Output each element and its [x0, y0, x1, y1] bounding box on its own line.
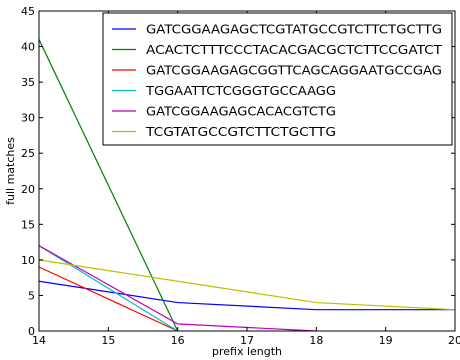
- series-layer: [38, 39, 456, 332]
- series-line-4: [38, 245, 178, 332]
- legend-entry: TCGTATGCCGTCTTCTGCTTG: [145, 124, 336, 139]
- y-tick-label: 0: [28, 325, 35, 338]
- y-tick-label: 20: [21, 183, 35, 196]
- series-line-3: [38, 266, 178, 332]
- x-tick-label: 16: [171, 334, 185, 347]
- x-tick-label: 15: [101, 334, 115, 347]
- legend-entry: ACACTCTTTCCCTACACGACGCTCTTCCGATCT: [146, 42, 442, 57]
- x-axis-label: prefix length: [212, 345, 282, 358]
- y-tick-label: 40: [21, 41, 35, 54]
- y-tick-label: 45: [21, 5, 35, 18]
- y-tick-label: 10: [21, 254, 35, 267]
- series-line-5: [38, 245, 317, 332]
- legend-entry: TGGAATTCTCGGGTGCCAAGG: [145, 83, 336, 98]
- series-line-6: [38, 259, 456, 311]
- x-tick-label: 20: [448, 334, 460, 347]
- x-tick-label: 14: [32, 334, 46, 347]
- x-tick-label: 19: [379, 334, 393, 347]
- legend: GATCGGAAGAGCTCGTATGCCGTCTTCTGCTTG ACACTCT…: [102, 12, 453, 146]
- series-line-1: [38, 280, 455, 311]
- legend-entry: GATCGGAAGAGCGGTTCAGCAGGAATGCCGAG: [146, 63, 442, 78]
- x-tick-label: 17: [240, 334, 254, 347]
- y-tick-label: 35: [21, 76, 35, 89]
- legend-box: [102, 12, 453, 146]
- y-tick-label: 5: [28, 289, 35, 302]
- legend-entry: GATCGGAAGAGCACACGTCTG: [146, 104, 336, 119]
- y-tick-label: 25: [21, 147, 35, 160]
- y-tick-label: 15: [21, 218, 35, 231]
- y-tick-label: 30: [21, 112, 35, 125]
- series-line-2: [38, 39, 179, 332]
- legend-entry: GATCGGAAGAGCTCGTATGCCGTCTTCTGCTTG: [146, 22, 442, 37]
- y-axis-label: full matches: [4, 137, 17, 205]
- x-tick-label: 18: [309, 334, 323, 347]
